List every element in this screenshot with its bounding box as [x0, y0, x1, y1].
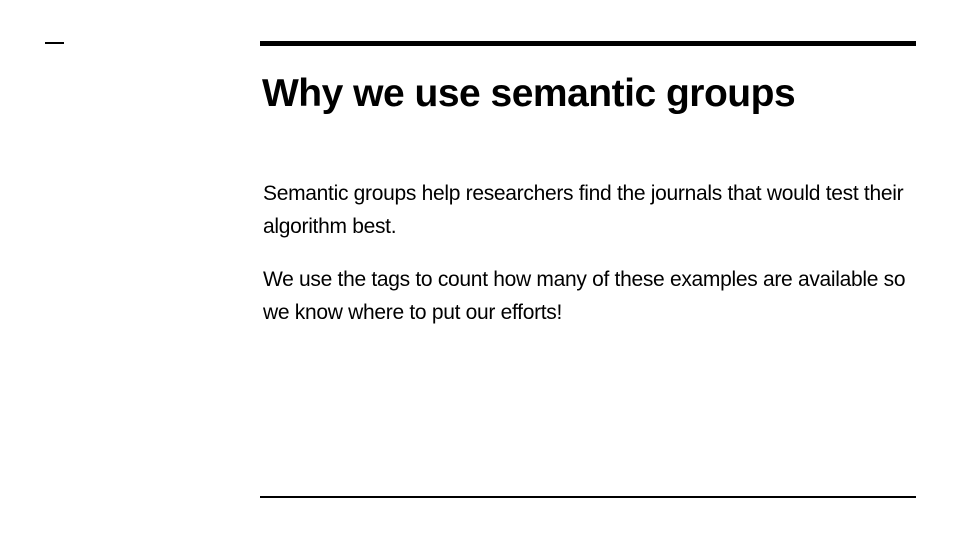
top-rule — [260, 41, 916, 46]
body-paragraph-2: We use the tags to count how many of the… — [263, 268, 906, 324]
slide-body: Semantic groups help researchers find th… — [263, 177, 913, 349]
bottom-rule — [260, 496, 916, 498]
body-paragraph-1: Semantic groups help researchers find th… — [263, 182, 904, 238]
corner-dash — [45, 42, 64, 44]
slide-title: Why we use semantic groups — [262, 72, 796, 115]
